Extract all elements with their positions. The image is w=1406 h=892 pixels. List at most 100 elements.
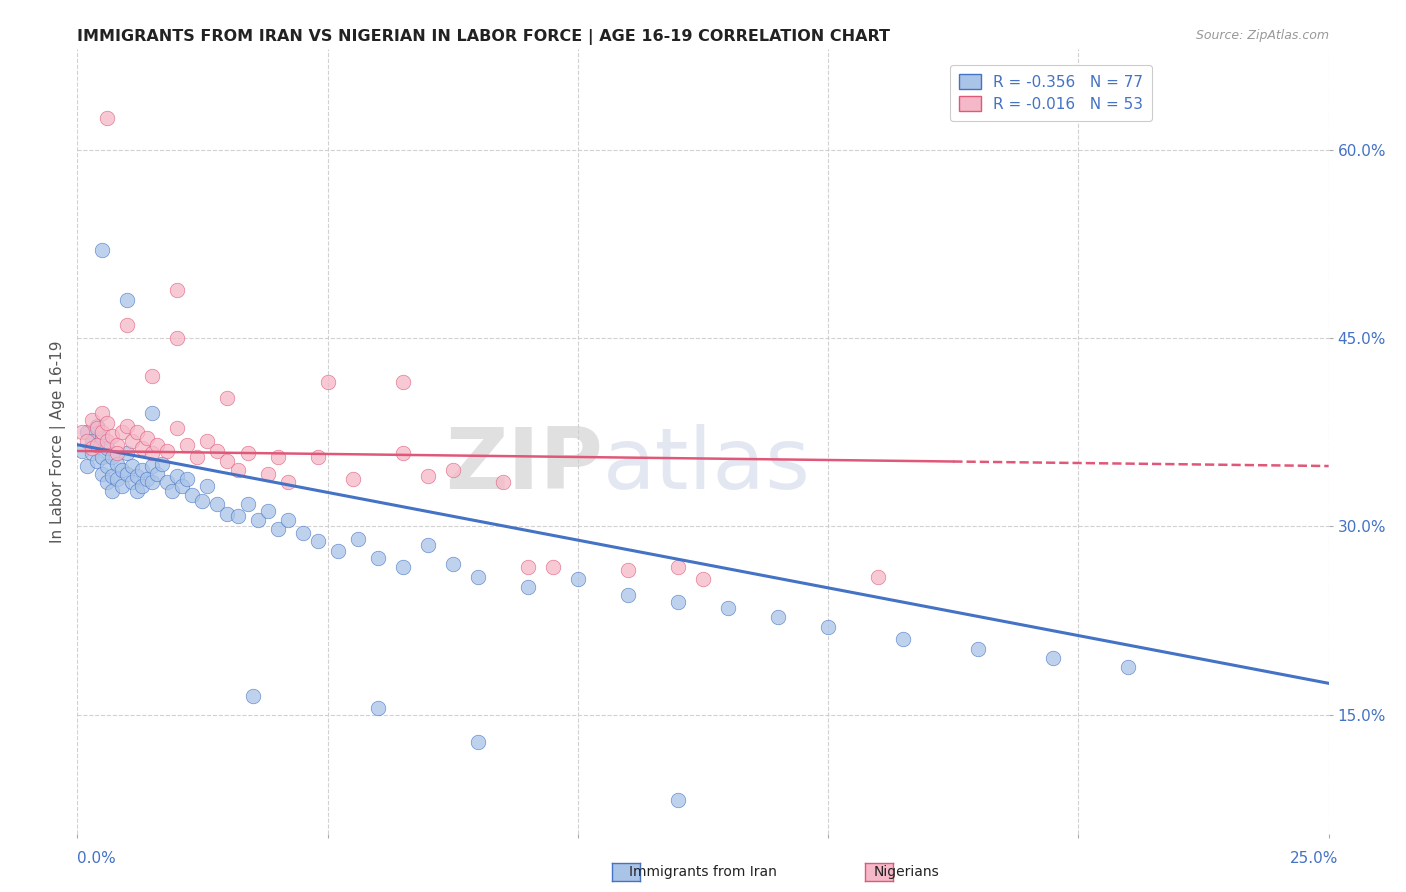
Point bbox=[516, 580, 538, 594]
Point bbox=[217, 507, 239, 521]
Point bbox=[131, 442, 153, 456]
Point bbox=[156, 475, 179, 490]
Point bbox=[467, 569, 489, 583]
Text: Immigrants from Iran: Immigrants from Iran bbox=[628, 865, 778, 880]
Point bbox=[76, 425, 98, 439]
Point bbox=[391, 446, 413, 460]
Point bbox=[291, 525, 314, 540]
Point bbox=[146, 467, 169, 481]
Point bbox=[91, 450, 114, 465]
Point bbox=[172, 479, 194, 493]
Point bbox=[86, 438, 108, 452]
Point bbox=[141, 446, 163, 460]
Text: atlas: atlas bbox=[603, 424, 811, 507]
Point bbox=[127, 484, 149, 499]
Point bbox=[492, 475, 515, 490]
Point bbox=[96, 475, 118, 490]
Point bbox=[868, 569, 890, 583]
Point bbox=[101, 429, 124, 443]
Point bbox=[141, 406, 163, 420]
Point bbox=[111, 479, 134, 493]
Point bbox=[236, 446, 259, 460]
Point bbox=[117, 467, 139, 481]
Point bbox=[127, 469, 149, 483]
Point bbox=[567, 572, 589, 586]
Point bbox=[141, 475, 163, 490]
Point bbox=[101, 484, 124, 499]
Point bbox=[307, 450, 329, 465]
Point bbox=[117, 418, 139, 433]
Point bbox=[96, 417, 118, 431]
Point bbox=[186, 450, 208, 465]
Point bbox=[117, 293, 139, 308]
Point bbox=[342, 472, 364, 486]
Point bbox=[617, 563, 640, 577]
Point bbox=[307, 534, 329, 549]
Point bbox=[246, 513, 269, 527]
Point bbox=[111, 463, 134, 477]
Point bbox=[316, 375, 339, 389]
Point bbox=[166, 421, 188, 435]
Point bbox=[76, 434, 98, 448]
Point bbox=[91, 243, 114, 257]
Point bbox=[86, 421, 108, 435]
Point bbox=[86, 454, 108, 468]
Point bbox=[256, 467, 278, 481]
Point bbox=[72, 425, 94, 439]
Point bbox=[76, 458, 98, 473]
Point bbox=[226, 463, 249, 477]
Point bbox=[91, 425, 114, 439]
Point bbox=[766, 609, 789, 624]
Y-axis label: In Labor Force | Age 16-19: In Labor Force | Age 16-19 bbox=[51, 340, 66, 543]
Point bbox=[105, 446, 128, 460]
Point bbox=[717, 601, 740, 615]
Point bbox=[666, 595, 689, 609]
Point bbox=[121, 475, 143, 490]
Point bbox=[141, 458, 163, 473]
Point bbox=[1118, 660, 1140, 674]
Point bbox=[256, 504, 278, 518]
Point bbox=[277, 475, 299, 490]
Point bbox=[131, 463, 153, 477]
Point bbox=[121, 434, 143, 448]
Point bbox=[96, 442, 118, 456]
Point bbox=[156, 444, 179, 458]
Point bbox=[346, 532, 368, 546]
Point bbox=[207, 444, 229, 458]
Point bbox=[105, 457, 128, 471]
Point bbox=[82, 442, 104, 456]
Point bbox=[91, 467, 114, 481]
Point bbox=[166, 283, 188, 297]
Point bbox=[207, 497, 229, 511]
Point bbox=[96, 111, 118, 125]
Point bbox=[146, 438, 169, 452]
Point bbox=[166, 331, 188, 345]
Point bbox=[226, 509, 249, 524]
Point bbox=[101, 469, 124, 483]
Point bbox=[197, 434, 219, 448]
Text: 25.0%: 25.0% bbox=[1291, 851, 1339, 865]
Point bbox=[197, 479, 219, 493]
Point bbox=[266, 450, 288, 465]
Point bbox=[82, 446, 104, 460]
Point bbox=[176, 438, 198, 452]
Point bbox=[967, 642, 990, 657]
Legend: R = -0.356   N = 77, R = -0.016   N = 53: R = -0.356 N = 77, R = -0.016 N = 53 bbox=[950, 64, 1152, 121]
Point bbox=[1042, 651, 1064, 665]
Text: IMMIGRANTS FROM IRAN VS NIGERIAN IN LABOR FORCE | AGE 16-19 CORRELATION CHART: IMMIGRANTS FROM IRAN VS NIGERIAN IN LABO… bbox=[77, 29, 890, 45]
Point bbox=[111, 425, 134, 439]
Point bbox=[91, 431, 114, 445]
Point bbox=[91, 406, 114, 420]
Point bbox=[541, 559, 564, 574]
Point bbox=[105, 472, 128, 486]
Point bbox=[166, 469, 188, 483]
Point bbox=[416, 469, 439, 483]
Point bbox=[326, 544, 349, 558]
Point bbox=[441, 463, 464, 477]
Point bbox=[467, 735, 489, 749]
Point bbox=[242, 689, 264, 703]
Point bbox=[277, 513, 299, 527]
Text: ZIP: ZIP bbox=[446, 424, 603, 507]
Point bbox=[117, 318, 139, 333]
Point bbox=[82, 434, 104, 448]
